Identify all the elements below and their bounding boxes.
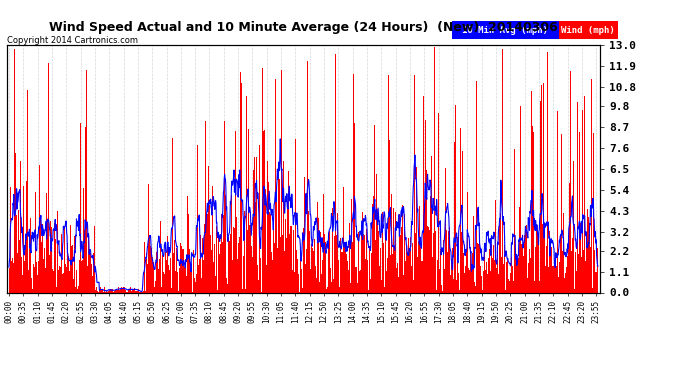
Text: 10 Min Avg (mph): 10 Min Avg (mph) — [462, 26, 549, 35]
Text: Wind (mph): Wind (mph) — [562, 26, 615, 35]
Text: Copyright 2014 Cartronics.com: Copyright 2014 Cartronics.com — [7, 36, 138, 45]
Text: Wind Speed Actual and 10 Minute Average (24 Hours)  (New)  20140306: Wind Speed Actual and 10 Minute Average … — [49, 21, 558, 34]
